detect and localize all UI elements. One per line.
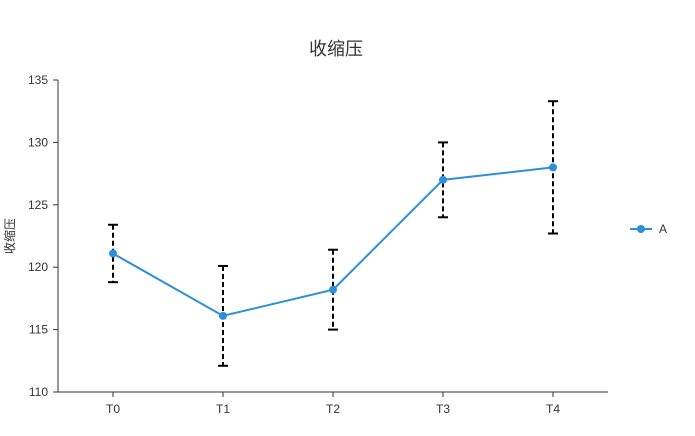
data-point [109, 249, 117, 258]
x-tick-label: T0 [106, 402, 120, 416]
y-tick-label: 110 [29, 385, 48, 399]
y-tick-label: 115 [29, 323, 48, 337]
y-tick-label: 135 [28, 73, 48, 87]
data-point [439, 175, 447, 184]
y-tick-label: 130 [28, 135, 48, 149]
legend: A [630, 222, 667, 236]
legend-swatch-marker [637, 225, 645, 233]
axes: 110 115 120 125 130 135 T0 T1 T2 T3 T4 [28, 73, 608, 416]
y-axis-label: 收缩压 [2, 218, 17, 254]
chart-title: 收缩压 [309, 39, 363, 60]
data-point [219, 311, 227, 320]
x-tick-label: T4 [546, 402, 560, 416]
legend-label: A [659, 222, 667, 236]
y-tick-label: 125 [28, 198, 48, 212]
x-tick-label: T3 [436, 402, 450, 416]
data-point [549, 163, 557, 172]
y-tick-label: 120 [28, 260, 48, 274]
error-bars [108, 100, 558, 367]
series-points [109, 163, 557, 320]
x-tick-label: T2 [326, 402, 340, 416]
data-point [329, 285, 337, 294]
x-tick-label: T1 [216, 402, 230, 416]
